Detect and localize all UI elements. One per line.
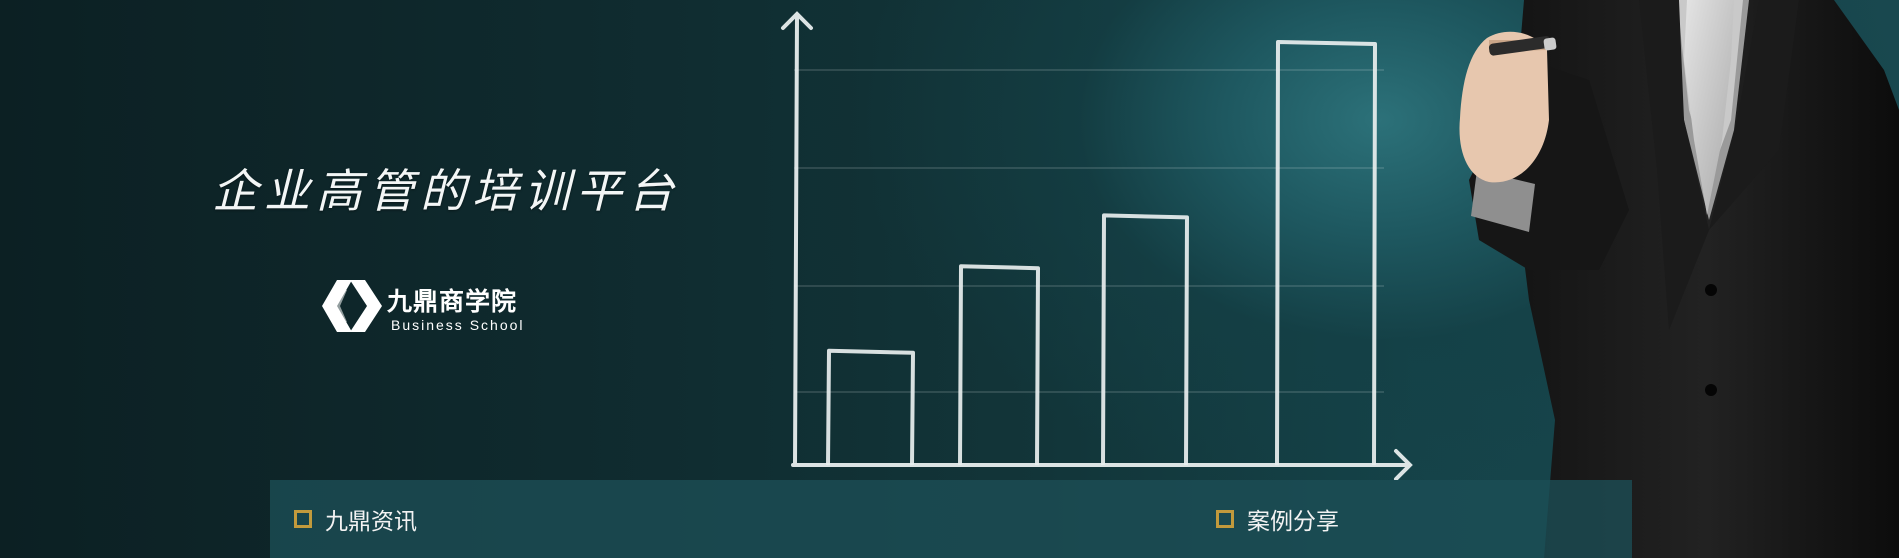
brand-logo[interactable]: 九鼎商学院 Business School bbox=[320, 276, 540, 338]
square-bullet-icon bbox=[1216, 510, 1234, 528]
hero-tagline: 企业高管的培训平台 bbox=[212, 164, 680, 218]
tab-case-sharing[interactable]: 案例分享 bbox=[1216, 504, 1339, 535]
chart-gridlines bbox=[794, 69, 1384, 393]
tab-label: 九鼎资讯 bbox=[325, 509, 417, 535]
chart-bar-3 bbox=[1101, 213, 1189, 466]
chart-bars bbox=[826, 40, 1377, 466]
square-bullet-icon bbox=[294, 510, 312, 528]
chart-axes bbox=[781, 11, 1413, 480]
marker-pen bbox=[1488, 36, 1557, 56]
suit-buttons bbox=[1705, 284, 1717, 396]
chart-bar-2 bbox=[958, 264, 1040, 466]
necktie bbox=[1684, 0, 1734, 215]
logo-mark-icon bbox=[322, 280, 382, 332]
y-axis-arrowhead-icon bbox=[781, 11, 813, 30]
x-axis-arrowhead-icon bbox=[1394, 449, 1413, 480]
tab-label: 案例分享 bbox=[1247, 509, 1339, 535]
logo-subtitle: Business School bbox=[391, 317, 525, 333]
bottom-news-bar: 九鼎资讯 案例分享 bbox=[270, 480, 1632, 558]
shirt-cuff bbox=[1471, 170, 1535, 232]
businessman-photo bbox=[1459, 0, 1899, 558]
logo-name: 九鼎商学院 bbox=[387, 287, 518, 316]
suit-lapels bbox=[1639, 0, 1799, 330]
suit-body bbox=[1514, 0, 1899, 558]
chart-bar-1 bbox=[826, 348, 915, 466]
chart-bar-4 bbox=[1275, 40, 1377, 466]
y-axis-line bbox=[793, 14, 799, 467]
chalk-bar-chart bbox=[781, 11, 1413, 480]
tab-jiuding-news[interactable]: 九鼎资讯 bbox=[294, 504, 417, 535]
